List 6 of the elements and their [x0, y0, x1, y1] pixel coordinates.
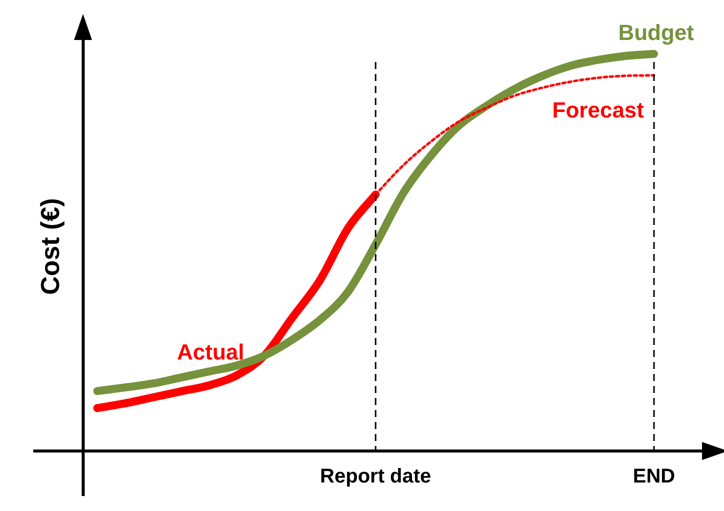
series-label: Forecast	[552, 97, 645, 122]
series-label: Budget	[618, 20, 695, 45]
y-axis-title: Cost (€)	[34, 198, 65, 295]
x-tick-label: END	[632, 466, 676, 488]
x-tick-label: Report date	[320, 466, 432, 488]
series-label: Actual	[176, 340, 244, 365]
